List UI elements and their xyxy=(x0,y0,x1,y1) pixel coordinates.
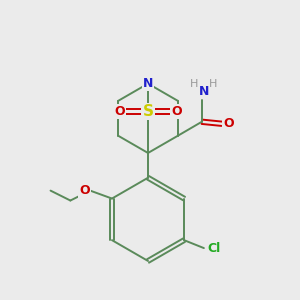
Text: Cl: Cl xyxy=(207,242,220,255)
Text: O: O xyxy=(79,184,90,197)
Text: O: O xyxy=(114,105,124,118)
Text: N: N xyxy=(143,77,153,90)
Text: H: H xyxy=(190,79,198,89)
Text: O: O xyxy=(171,105,182,118)
Text: S: S xyxy=(142,104,154,119)
Text: H: H xyxy=(208,79,217,89)
Text: N: N xyxy=(199,85,209,98)
Text: O: O xyxy=(223,117,234,130)
